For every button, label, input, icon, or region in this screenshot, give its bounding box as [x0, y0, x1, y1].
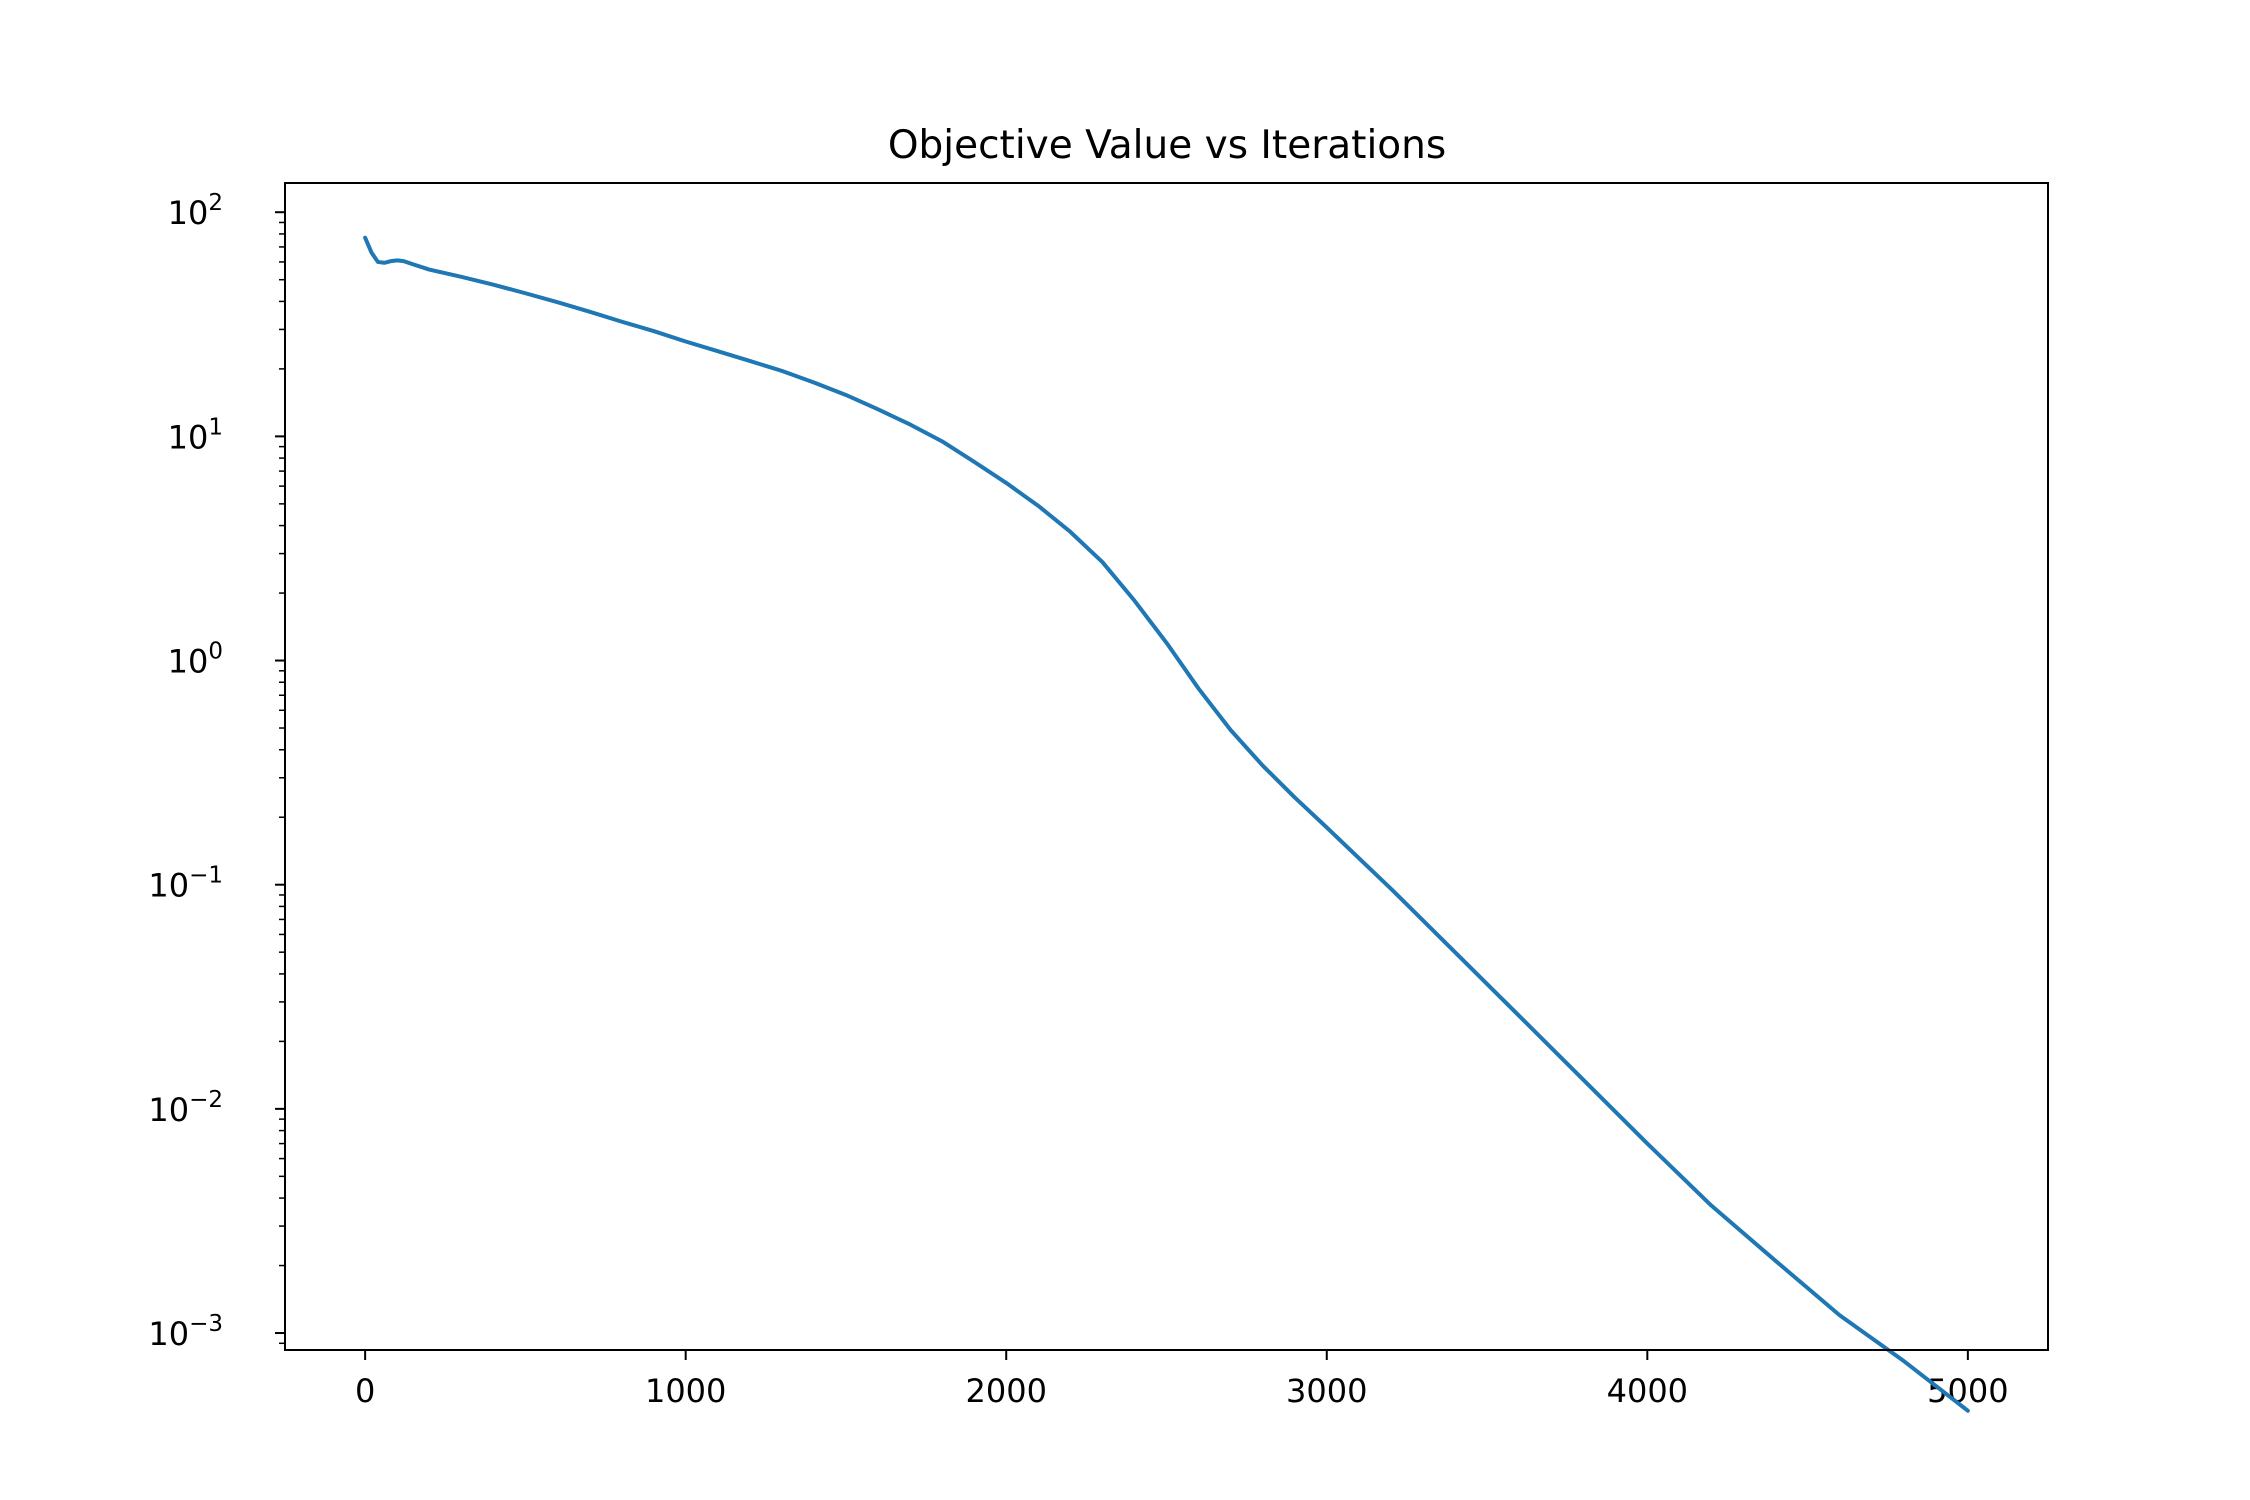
series-line: [363, 235, 1970, 1413]
x-tick-label: 3000: [1286, 1372, 1367, 1410]
x-tick-label: 4000: [1607, 1372, 1688, 1410]
y-tick-label: 102: [168, 190, 223, 232]
x-tick-label: 1000: [645, 1372, 726, 1410]
x-tick-label: 2000: [966, 1372, 1047, 1410]
y-tick-label: 10−1: [148, 863, 223, 905]
chart-title: Objective Value vs Iterations: [888, 123, 1446, 168]
plot-area: 0 1000 2000 3000 4000 500010−310−210−11001011…: [148, 190, 2009, 1413]
plot-frame: [284, 182, 2049, 1351]
x-tick-label: 0: [355, 1372, 375, 1410]
y-tick-label: 101: [168, 414, 223, 456]
